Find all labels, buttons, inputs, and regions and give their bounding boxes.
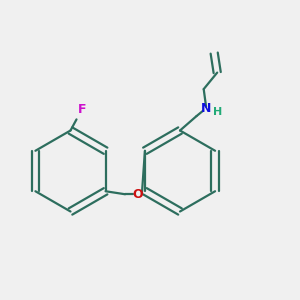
Text: H: H bbox=[213, 107, 222, 117]
Text: N: N bbox=[201, 102, 211, 115]
Text: O: O bbox=[132, 188, 143, 201]
Text: F: F bbox=[78, 103, 86, 116]
